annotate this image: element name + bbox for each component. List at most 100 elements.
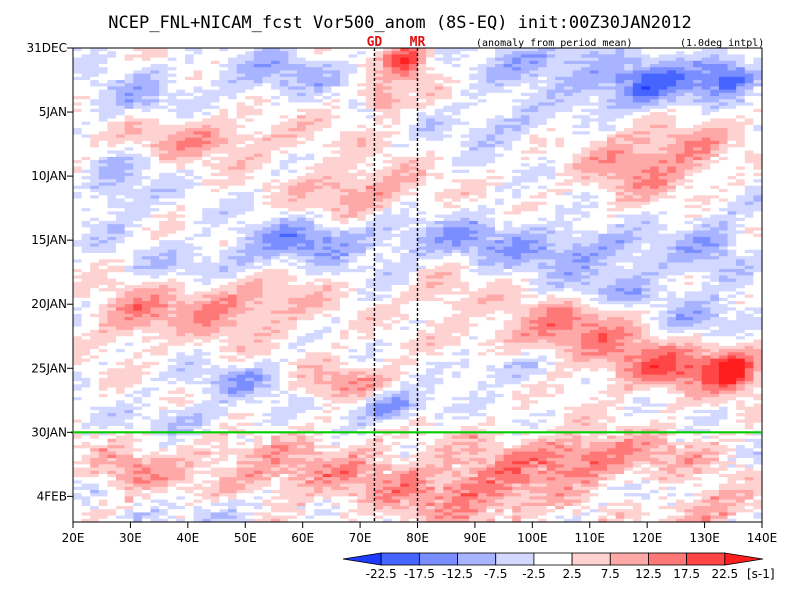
heatmap-cell: [271, 121, 281, 126]
heatmap-cell: [150, 147, 160, 152]
heatmap-cell: [460, 153, 470, 158]
heatmap-cell: [141, 115, 152, 120]
heatmap-cell: [90, 108, 100, 113]
heatmap-cell: [520, 176, 531, 180]
heatmap-cell: [98, 128, 109, 132]
heatmap-cell: [339, 128, 350, 132]
heatmap-cell: [176, 195, 186, 200]
heatmap-cell: [426, 92, 436, 97]
heatmap-cell: [124, 236, 134, 241]
heatmap-cell: [675, 57, 686, 62]
heatmap-cell: [408, 102, 419, 107]
heatmap-cell: [159, 70, 169, 75]
heatmap-cell: [701, 214, 711, 219]
heatmap-cell: [184, 96, 195, 100]
heatmap-cell: [150, 179, 160, 184]
heatmap-cell: [391, 150, 401, 155]
heatmap-cell: [400, 156, 410, 161]
heatmap-cell: [520, 195, 531, 200]
heatmap-cell: [219, 80, 229, 84]
heatmap-cell: [322, 70, 332, 75]
heatmap-cell: [81, 208, 91, 212]
heatmap-cell: [451, 83, 462, 88]
heatmap-cell: [365, 230, 376, 235]
heatmap-cell: [503, 89, 513, 94]
heatmap-cell: [383, 54, 393, 59]
heatmap-cell: [451, 48, 462, 52]
heatmap-cell: [219, 179, 229, 184]
heatmap-cell: [520, 156, 531, 161]
heatmap-cell: [133, 51, 143, 55]
heatmap-cell: [374, 112, 384, 116]
heatmap-cell: [434, 192, 444, 196]
heatmap-cell: [150, 246, 160, 251]
heatmap-cell: [253, 230, 264, 235]
heatmap-cell: [73, 96, 83, 100]
heatmap-cell: [469, 112, 479, 116]
heatmap-cell: [348, 115, 358, 120]
heatmap-cell: [90, 163, 100, 168]
heatmap-cell: [279, 134, 289, 139]
heatmap-cell: [710, 233, 720, 238]
heatmap-cell: [434, 198, 444, 203]
heatmap-cell: [90, 86, 100, 91]
heatmap-cell: [202, 124, 212, 129]
heatmap-cell: [503, 80, 513, 84]
heatmap-cell: [90, 208, 100, 212]
heatmap-cell: [141, 67, 152, 72]
heatmap-cell: [116, 179, 126, 184]
heatmap-cell: [460, 121, 470, 126]
heatmap-cell: [443, 240, 453, 244]
heatmap-cell: [331, 112, 341, 116]
heatmap-cell: [271, 179, 281, 184]
heatmap-cell: [546, 236, 556, 241]
heatmap-cell: [150, 80, 160, 84]
heatmap-cell: [598, 160, 608, 164]
heatmap-cell: [572, 217, 582, 222]
heatmap-cell: [701, 124, 711, 129]
heatmap-cell: [124, 89, 134, 94]
heatmap-cell: [288, 201, 298, 206]
heatmap-cell: [210, 92, 221, 97]
heatmap-cell: [451, 57, 462, 62]
heatmap-cell: [210, 160, 221, 164]
heatmap-cell: [150, 67, 160, 72]
heatmap-cell: [563, 208, 574, 212]
heatmap-cell: [718, 163, 729, 168]
heatmap-cell: [477, 224, 487, 228]
heatmap-cell: [710, 192, 720, 196]
heatmap-cell: [176, 121, 186, 126]
heatmap-cell: [210, 217, 221, 222]
heatmap-cell: [693, 67, 703, 72]
heatmap-cell: [667, 89, 677, 94]
heatmap-cell: [219, 54, 229, 59]
heatmap-cell: [572, 236, 582, 241]
heatmap-cell: [116, 76, 126, 81]
heatmap-cell: [632, 230, 643, 235]
heatmap-cell: [598, 169, 608, 174]
heatmap-cell: [710, 89, 720, 94]
heatmap-cell: [701, 57, 711, 62]
heatmap-cell: [641, 153, 651, 158]
heatmap-cell: [572, 60, 582, 65]
heatmap-cell: [598, 214, 608, 219]
heatmap-cell: [322, 60, 332, 65]
heatmap-cell: [529, 112, 539, 116]
heatmap-cell: [98, 96, 109, 100]
heatmap-cell: [512, 76, 522, 81]
heatmap-cell: [512, 86, 522, 91]
heatmap-cell: [563, 188, 574, 193]
heatmap-cell: [606, 243, 617, 248]
heatmap-cell: [572, 51, 582, 55]
heatmap-cell: [236, 48, 246, 52]
heatmap-cell: [581, 172, 591, 177]
heatmap-cell: [116, 54, 126, 59]
heatmap-cell: [400, 233, 410, 238]
heatmap-cell: [701, 192, 711, 196]
heatmap-cell: [296, 73, 307, 78]
heatmap-cell: [348, 243, 358, 248]
heatmap-cell: [383, 140, 393, 145]
heatmap-cell: [90, 233, 100, 238]
heatmap-cell: [167, 134, 177, 139]
